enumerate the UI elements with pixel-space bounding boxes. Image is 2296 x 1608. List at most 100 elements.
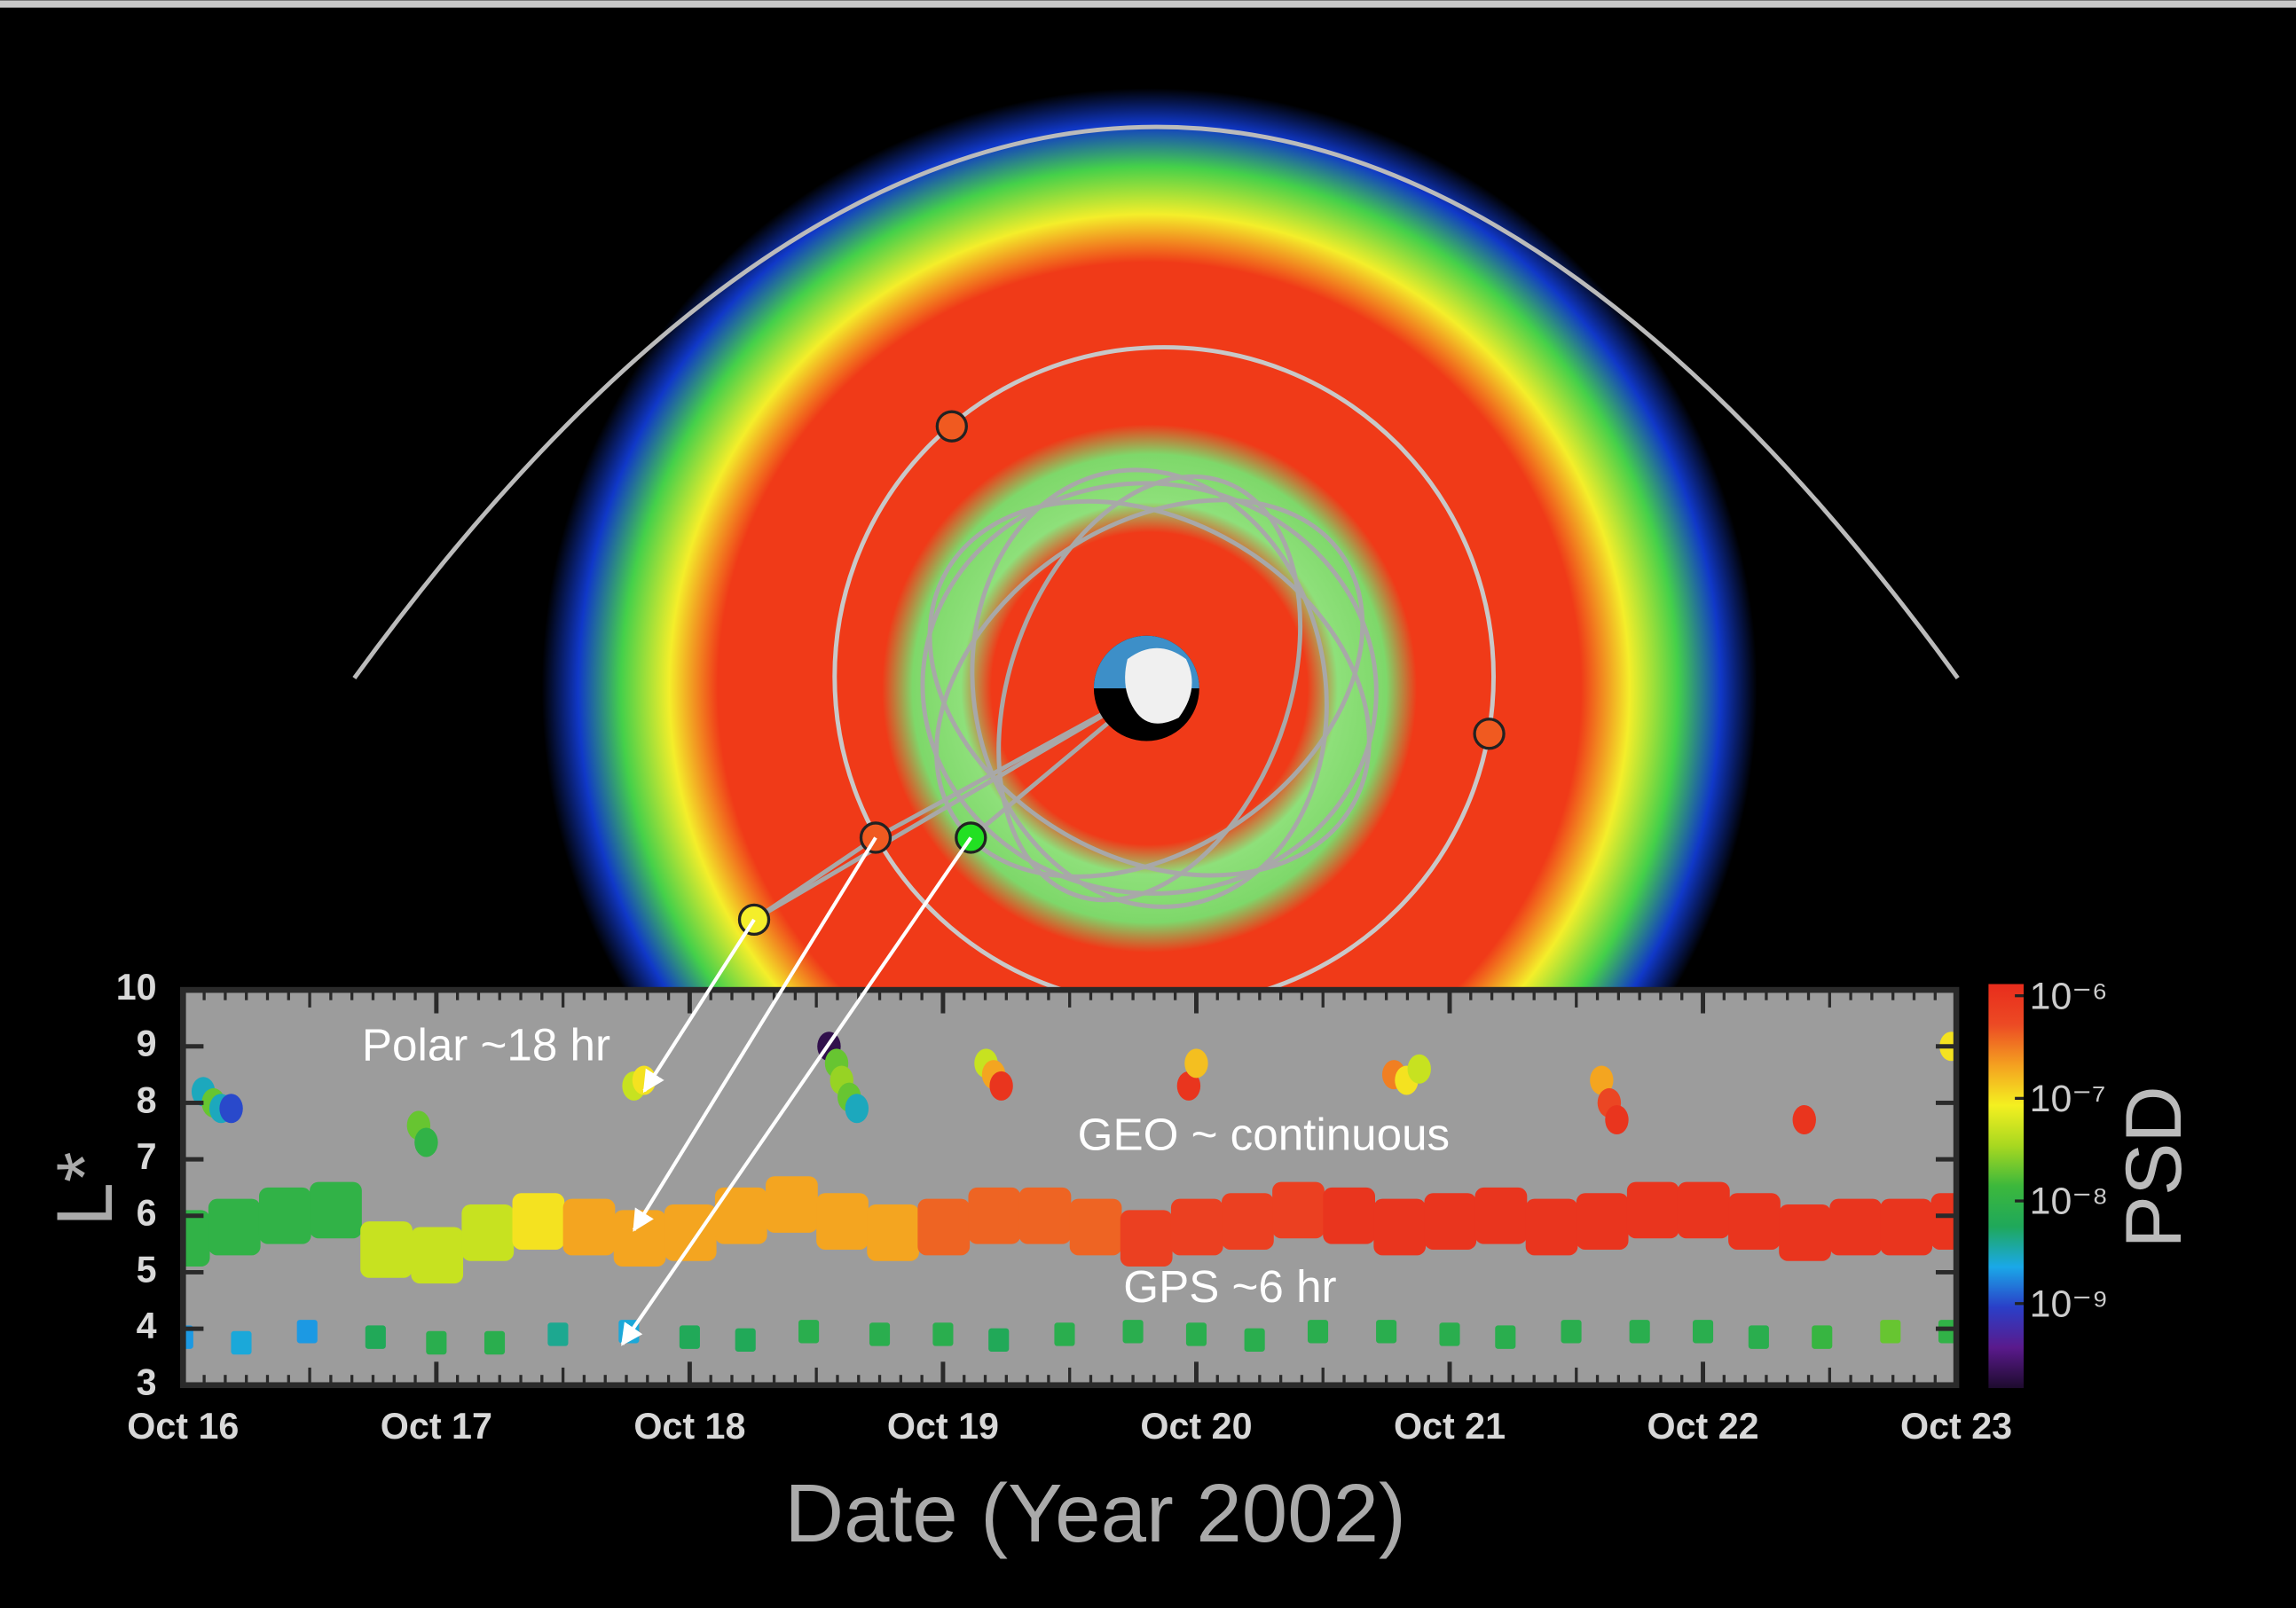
gps-point — [932, 1322, 953, 1345]
figure: 10⁻⁶ 10⁻⁷ 10⁻⁸ 10⁻⁹ 3 4 5 6 7 8 9 10 Oct 16 Oct 17 Oct… — [0, 0, 2296, 1608]
gps-point — [297, 1320, 318, 1343]
geo-band-segment — [1627, 1182, 1679, 1239]
annotation: Polar ~18 hr — [362, 1020, 610, 1071]
gps-point — [1439, 1322, 1459, 1345]
geo-band-segment — [766, 1176, 818, 1233]
gps-point — [798, 1320, 819, 1343]
geo-band-segment — [208, 1199, 261, 1256]
geo-band-segment — [360, 1221, 413, 1278]
geo-band-segment — [259, 1188, 311, 1244]
gps-point — [735, 1329, 756, 1352]
polar-point — [845, 1094, 869, 1123]
gps-point — [1630, 1320, 1650, 1343]
geo-band-segment — [1171, 1199, 1223, 1256]
geo-band-segment — [1120, 1210, 1173, 1267]
geo-band-segment — [1070, 1199, 1122, 1256]
geo-band-segment — [1323, 1188, 1375, 1244]
gps-point — [1123, 1320, 1144, 1343]
geo-band-segment — [513, 1193, 565, 1250]
geo-band-segment — [1728, 1193, 1781, 1250]
geo-band-segment — [968, 1188, 1020, 1244]
x-tick-label: Oct 20 — [1140, 1406, 1252, 1447]
x-tick-label: Oct 23 — [1900, 1406, 2012, 1447]
y-tick-label: 7 — [137, 1136, 157, 1177]
gps-point — [1376, 1320, 1396, 1343]
polar-point — [989, 1071, 1012, 1101]
gps-satellite — [956, 823, 986, 852]
y-tick-label: 8 — [137, 1079, 157, 1120]
gps-point — [1561, 1320, 1582, 1343]
gps-point — [1054, 1322, 1074, 1345]
polar-point — [1793, 1105, 1816, 1134]
polar-point — [1408, 1055, 1431, 1084]
geo-band-segment — [1424, 1193, 1476, 1250]
geo-band-segment — [563, 1199, 616, 1256]
top-border — [0, 0, 2296, 7]
colorbar-tick-label: 10⁻⁸ — [2030, 1181, 2108, 1223]
y-tick-label: 5 — [137, 1249, 157, 1290]
gps-point — [1308, 1320, 1328, 1343]
y-axis-label: L* — [40, 1151, 129, 1226]
geo-band-segment — [867, 1204, 919, 1261]
gps-point — [366, 1325, 386, 1348]
polar-point — [1605, 1105, 1628, 1134]
annotation: GPS ~6 hr — [1123, 1261, 1336, 1312]
geo-band-segment — [411, 1227, 463, 1283]
polar-point — [414, 1127, 437, 1157]
page: 10⁻⁶ 10⁻⁷ 10⁻⁸ 10⁻⁹ 3 4 5 6 7 8 9 10 Oct 16 Oct 17 Oct… — [0, 0, 2296, 1608]
colorbar-tick-label: 10⁻⁹ — [2030, 1282, 2109, 1325]
gps-point — [680, 1325, 700, 1348]
gps-point — [1495, 1325, 1515, 1348]
gps-point — [231, 1331, 251, 1354]
gps-point — [988, 1329, 1009, 1352]
geo-band-segment — [1829, 1199, 1882, 1256]
geo-band-segment — [310, 1182, 362, 1239]
x-tick-label: Oct 22 — [1647, 1406, 1758, 1447]
y-tick-label: 4 — [137, 1306, 157, 1346]
geo-band-segment — [1272, 1182, 1325, 1239]
x-axis-label: Date (Year 2002) — [784, 1467, 1405, 1559]
y-tick-label: 6 — [137, 1193, 157, 1234]
y-tick-label: 10 — [116, 967, 157, 1008]
y-tick-label: 9 — [137, 1024, 157, 1064]
gps-point — [1880, 1320, 1900, 1343]
geo-band-segment — [1019, 1188, 1072, 1244]
x-tick-label: Oct 16 — [127, 1406, 239, 1447]
geo-band-segment — [1779, 1204, 1831, 1261]
geo-band-segment — [664, 1204, 717, 1261]
colorbar — [1988, 984, 2024, 1389]
gps-point — [1186, 1322, 1207, 1345]
geo-band-segment — [1222, 1193, 1274, 1250]
geo-band-segment — [1526, 1199, 1578, 1256]
earth — [1094, 636, 1199, 741]
annotation: GEO ~ continuous — [1078, 1109, 1450, 1159]
gps-point — [1812, 1325, 1832, 1348]
geo-band-segment — [816, 1193, 869, 1250]
polar-point — [1184, 1048, 1207, 1078]
colorbar-tick-label: 10⁻⁷ — [2030, 1078, 2106, 1120]
geo-band-segment — [1880, 1199, 1932, 1256]
geo-band-segment — [917, 1199, 970, 1256]
polar-point — [219, 1094, 242, 1123]
colorbar-tick-label: 10⁻⁶ — [2030, 975, 2108, 1017]
geo-band-segment — [1577, 1193, 1629, 1250]
x-tick-label: Oct 18 — [633, 1406, 745, 1447]
gps-point — [547, 1322, 568, 1345]
gps-point — [484, 1331, 505, 1354]
y-tick-label: 3 — [137, 1362, 157, 1403]
gps-point — [1693, 1320, 1713, 1343]
geo-band-segment — [1373, 1199, 1426, 1256]
geo-band-segment — [1475, 1188, 1528, 1244]
x-tick-label: Oct 19 — [887, 1406, 999, 1447]
gps-point — [426, 1331, 446, 1354]
geo-band-segment — [461, 1204, 514, 1261]
colorbar-label: PSD — [2109, 1086, 2198, 1248]
gps-point — [1245, 1329, 1265, 1352]
geo-band-segment — [1678, 1182, 1730, 1239]
gps-point — [1749, 1325, 1769, 1348]
x-tick-label: Oct 17 — [381, 1406, 492, 1447]
geo-satellite — [937, 412, 966, 441]
x-tick-label: Oct 21 — [1394, 1406, 1506, 1447]
geo-satellite — [1474, 719, 1504, 749]
gps-point — [869, 1322, 890, 1345]
